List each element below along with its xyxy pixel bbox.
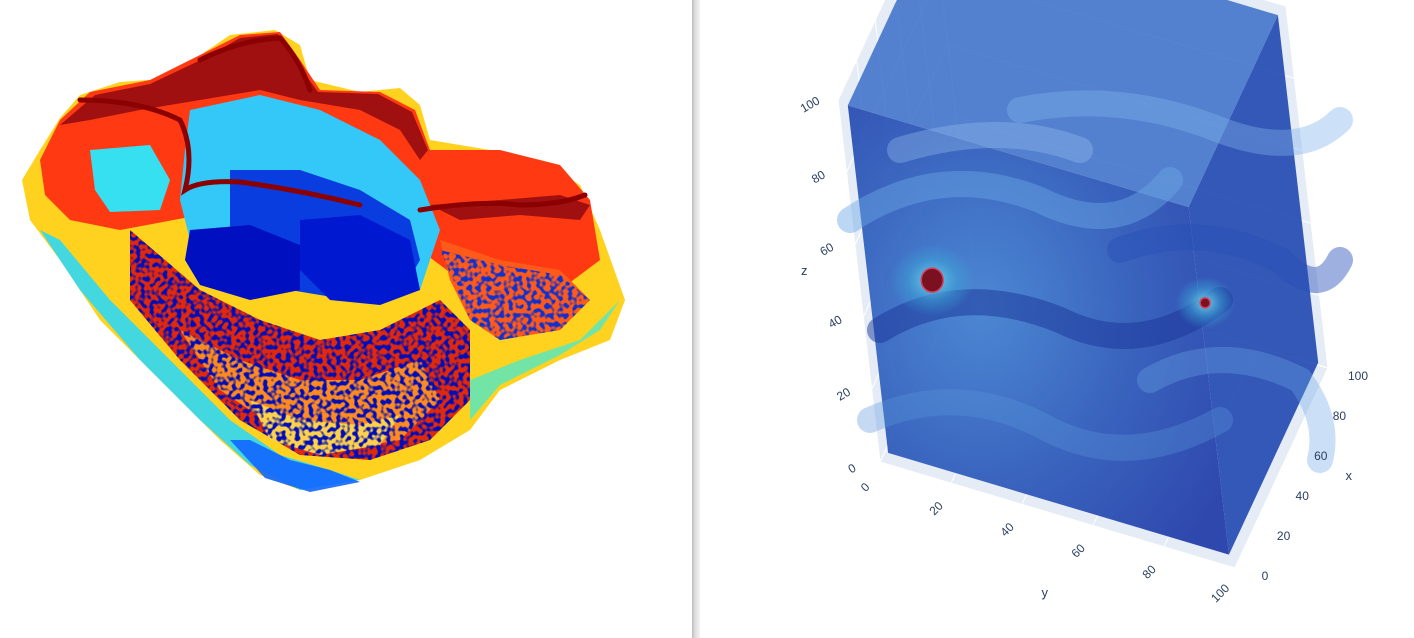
x-axis-title: x — [1346, 468, 1353, 483]
point-cloud-panel — [0, 0, 692, 638]
z-tick-label: 20 — [834, 385, 853, 404]
voxel-point-cloud-plot[interactable] — [0, 0, 692, 638]
hotspot-core[interactable] — [920, 267, 944, 293]
volume-hotspots — [890, 244, 1236, 329]
z-axis-title: z — [801, 263, 808, 278]
hotspot-core[interactable] — [1199, 297, 1211, 309]
isosurface-swirl — [1007, 90, 1353, 156]
z-tick-label: 60 — [818, 240, 837, 259]
y-tick-label: 100 — [1208, 581, 1232, 605]
volume-render-plot[interactable]: 0 20 40 60 80 100 0 20 40 60 80 100 0 20 40 60 80 100 x y… — [700, 0, 1414, 638]
x-tick-label: 40 — [1296, 489, 1310, 503]
isosurface-swirl — [1137, 347, 1336, 473]
y-tick-label: 80 — [1139, 562, 1159, 582]
x-tick-label: 60 — [1314, 449, 1328, 463]
z-tick-label: 40 — [826, 312, 845, 331]
grid-line — [837, 99, 881, 463]
voxel-speckle — [130, 230, 590, 460]
grid-line — [1234, 367, 1329, 569]
y-axis-title: y — [1042, 585, 1049, 600]
volume-panel: 0 20 40 60 80 100 0 20 40 60 80 100 0 20 40 60 80 100 x y… — [700, 0, 1414, 638]
volume-body — [837, 0, 1353, 555]
y-tick-label: 20 — [926, 498, 946, 518]
isosurface-swirl — [887, 122, 1093, 163]
x-tick-label: 0 — [1262, 569, 1269, 583]
voxel-ridges — [77, 35, 588, 213]
z-tick-label: 0 — [846, 461, 859, 477]
voxel-basin — [90, 95, 440, 305]
isosurface-swirl — [857, 389, 1233, 461]
isosurface-swirl — [837, 167, 1183, 233]
y-tick-label: 60 — [1068, 541, 1088, 561]
isosurface-swirl — [1107, 224, 1353, 293]
x-tick-label: 20 — [1277, 529, 1291, 543]
grid-line — [837, 0, 886, 101]
z-tick-label: 100 — [798, 93, 823, 115]
z-tick-label: 80 — [809, 167, 828, 186]
y-tick-label: 0 — [858, 480, 873, 495]
panel-divider[interactable] — [692, 0, 700, 638]
y-tick-label: 40 — [997, 520, 1017, 540]
x-tick-label: 100 — [1348, 369, 1368, 383]
x-tick-label: 80 — [1333, 409, 1347, 423]
